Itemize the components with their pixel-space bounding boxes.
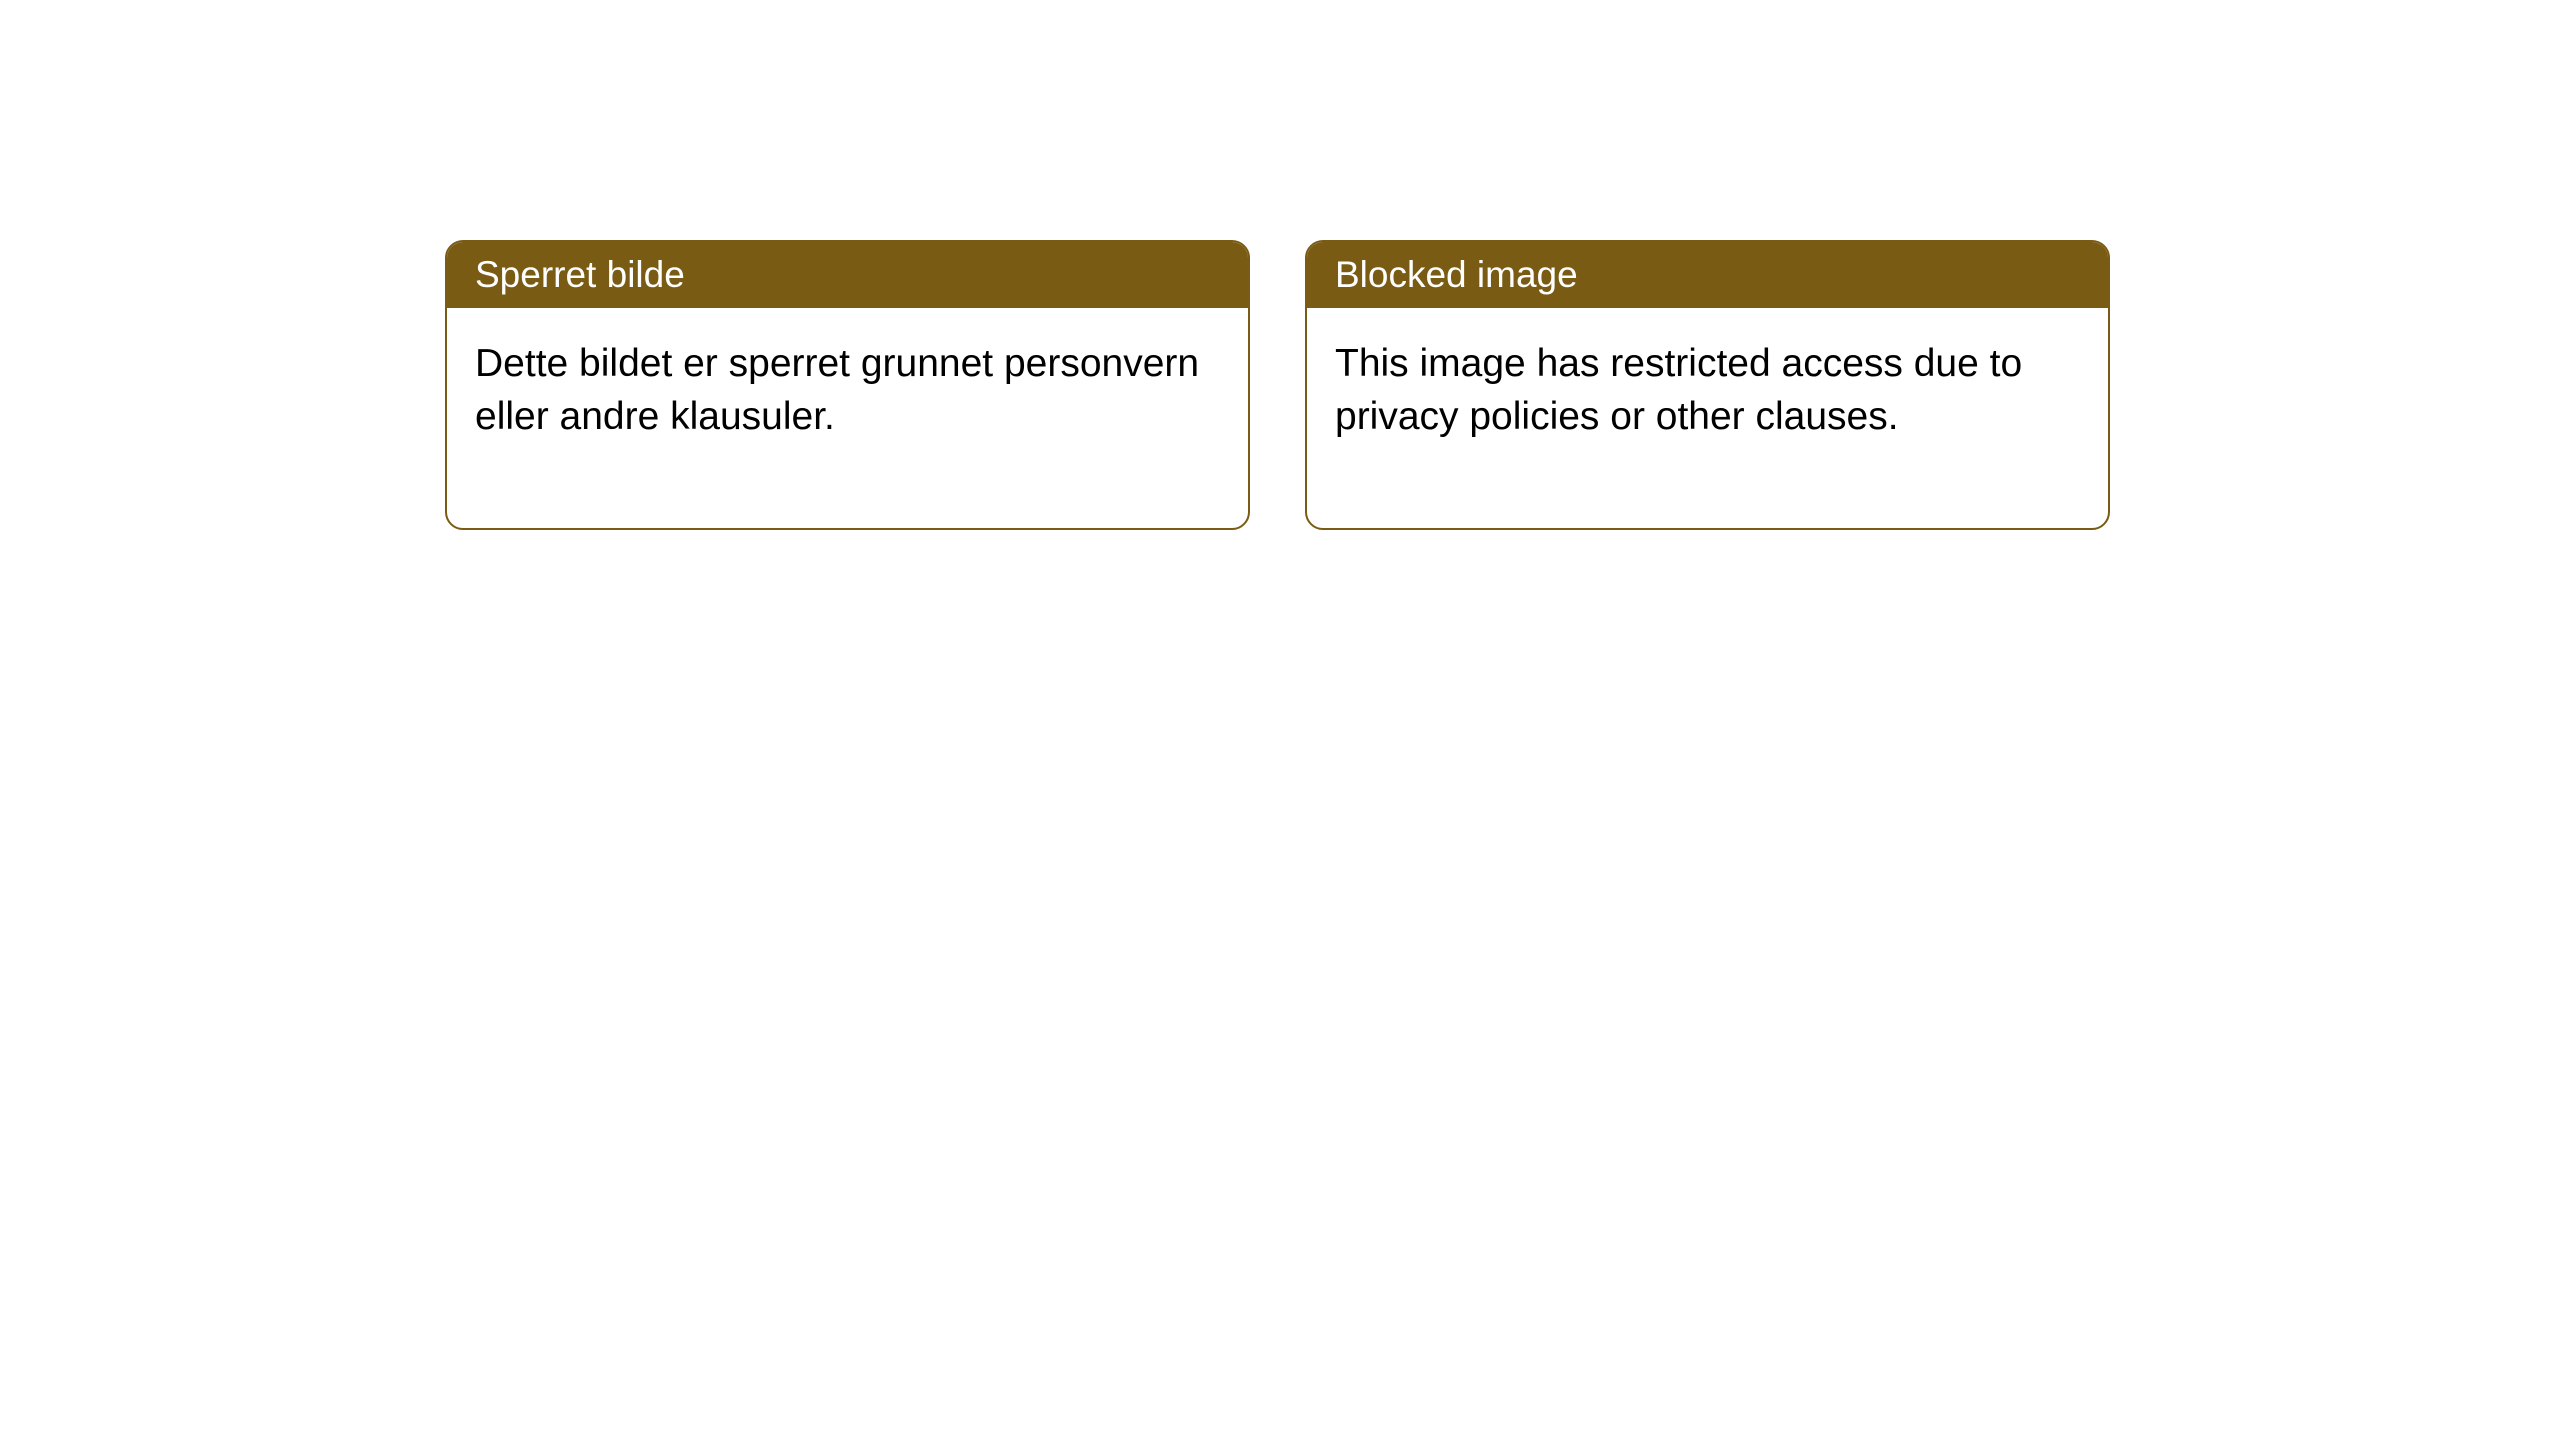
notice-box-norwegian: Sperret bilde Dette bildet er sperret gr… bbox=[445, 240, 1250, 530]
notice-header: Sperret bilde bbox=[447, 242, 1248, 308]
notice-box-english: Blocked image This image has restricted … bbox=[1305, 240, 2110, 530]
notice-body: This image has restricted access due to … bbox=[1307, 308, 2108, 528]
notice-body: Dette bildet er sperret grunnet personve… bbox=[447, 308, 1248, 528]
notice-header: Blocked image bbox=[1307, 242, 2108, 308]
notice-title: Blocked image bbox=[1335, 254, 1578, 295]
notice-title: Sperret bilde bbox=[475, 254, 685, 295]
notice-text: Dette bildet er sperret grunnet personve… bbox=[475, 342, 1199, 438]
notice-text: This image has restricted access due to … bbox=[1335, 342, 2022, 438]
notices-container: Sperret bilde Dette bildet er sperret gr… bbox=[445, 240, 2110, 530]
